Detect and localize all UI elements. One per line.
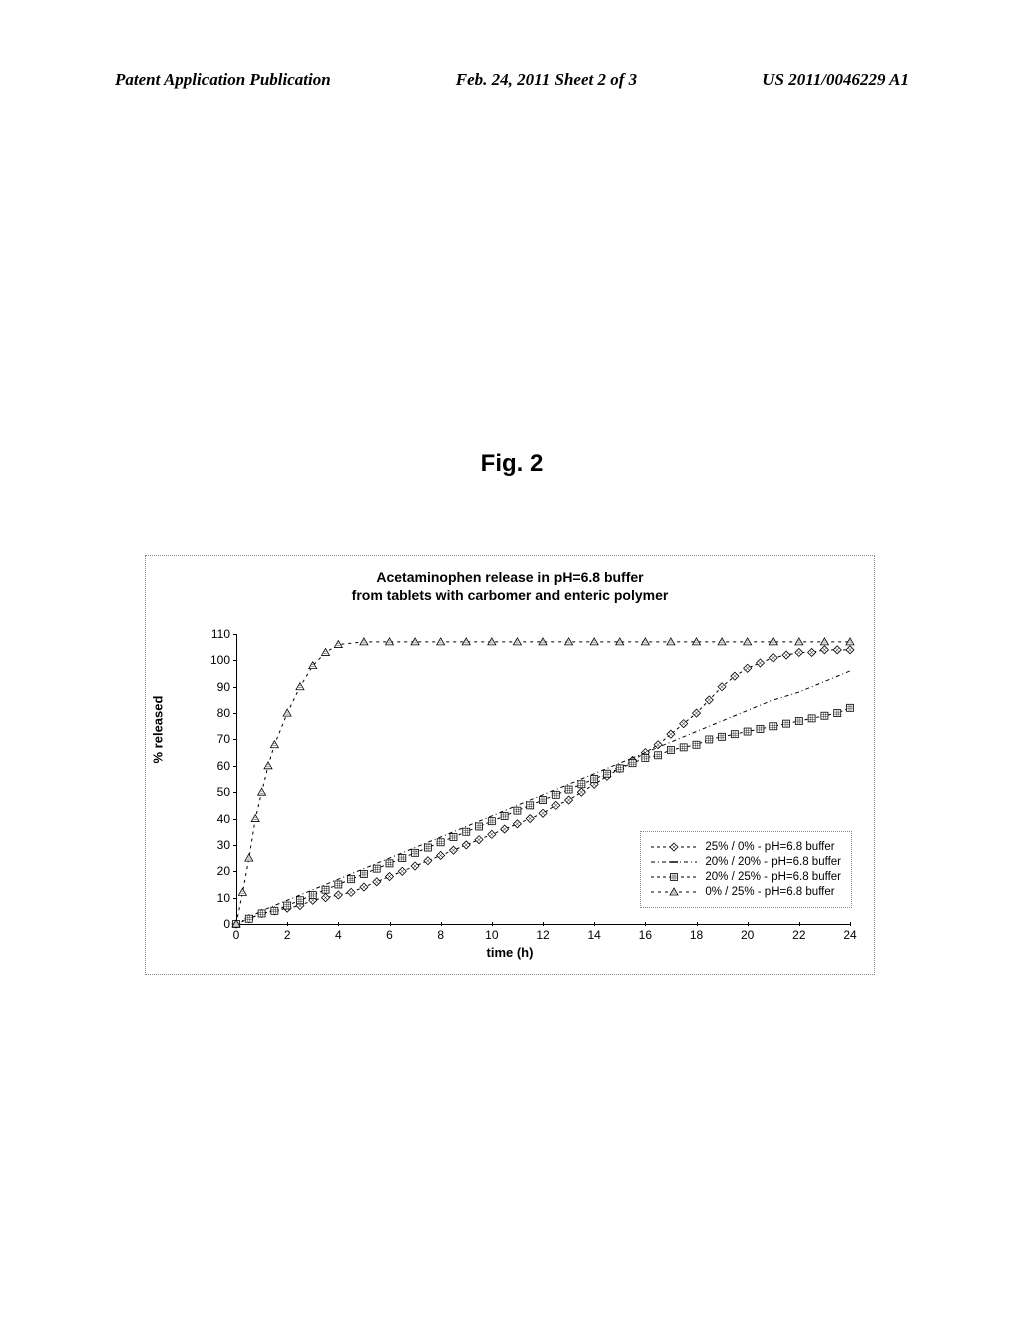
x-tick-label: 8 xyxy=(431,928,451,942)
x-tick-label: 16 xyxy=(635,928,655,942)
x-tick-label: 18 xyxy=(687,928,707,942)
figure-label: Fig. 2 xyxy=(0,450,1024,478)
x-tick-label: 12 xyxy=(533,928,553,942)
x-tick-label: 24 xyxy=(840,928,860,942)
header-right: US 2011/0046229 A1 xyxy=(762,70,909,90)
y-tick-label: 90 xyxy=(202,680,230,694)
y-tick-label: 10 xyxy=(202,891,230,905)
x-tick-label: 6 xyxy=(380,928,400,942)
header-left: Patent Application Publication xyxy=(115,70,331,90)
y-tick-label: 50 xyxy=(202,785,230,799)
y-tick-label: 70 xyxy=(202,732,230,746)
x-tick-label: 22 xyxy=(789,928,809,942)
legend: 25% / 0% - pH=6.8 buffer 20% / 20% - pH=6… xyxy=(640,831,852,908)
y-tick-label: 100 xyxy=(202,653,230,667)
legend-row: 20% / 20% - pH=6.8 buffer xyxy=(651,856,841,868)
legend-label: 20% / 20% - pH=6.8 buffer xyxy=(705,856,841,868)
legend-row: 20% / 25% - pH=6.8 buffer xyxy=(651,871,841,883)
x-tick-label: 0 xyxy=(226,928,246,942)
page-header: Patent Application Publication Feb. 24, … xyxy=(0,70,1024,90)
x-tick-label: 2 xyxy=(277,928,297,942)
x-axis-label: time (h) xyxy=(146,945,874,960)
chart: Acetaminophen release in pH=6.8 buffer f… xyxy=(145,555,875,975)
y-tick-label: 110 xyxy=(202,627,230,641)
x-tick-label: 20 xyxy=(738,928,758,942)
y-tick-label: 60 xyxy=(202,759,230,773)
legend-row: 25% / 0% - pH=6.8 buffer xyxy=(651,841,841,853)
legend-label: 25% / 0% - pH=6.8 buffer xyxy=(705,841,834,853)
chart-title: Acetaminophen release in pH=6.8 buffer f… xyxy=(146,568,874,604)
legend-label: 0% / 25% - pH=6.8 buffer xyxy=(705,886,834,898)
y-tick-label: 30 xyxy=(202,838,230,852)
x-tick-label: 4 xyxy=(328,928,348,942)
chart-title-line1: Acetaminophen release in pH=6.8 buffer xyxy=(376,569,643,585)
y-tick-label: 20 xyxy=(202,864,230,878)
y-tick-label: 80 xyxy=(202,706,230,720)
y-axis-label: % released xyxy=(151,696,166,764)
legend-row: 0% / 25% - pH=6.8 buffer xyxy=(651,886,841,898)
chart-title-line2: from tablets with carbomer and enteric p… xyxy=(352,587,669,603)
legend-label: 20% / 25% - pH=6.8 buffer xyxy=(705,871,841,883)
y-tick-label: 40 xyxy=(202,812,230,826)
header-center: Feb. 24, 2011 Sheet 2 of 3 xyxy=(456,70,637,90)
x-tick-label: 14 xyxy=(584,928,604,942)
x-tick-label: 10 xyxy=(482,928,502,942)
